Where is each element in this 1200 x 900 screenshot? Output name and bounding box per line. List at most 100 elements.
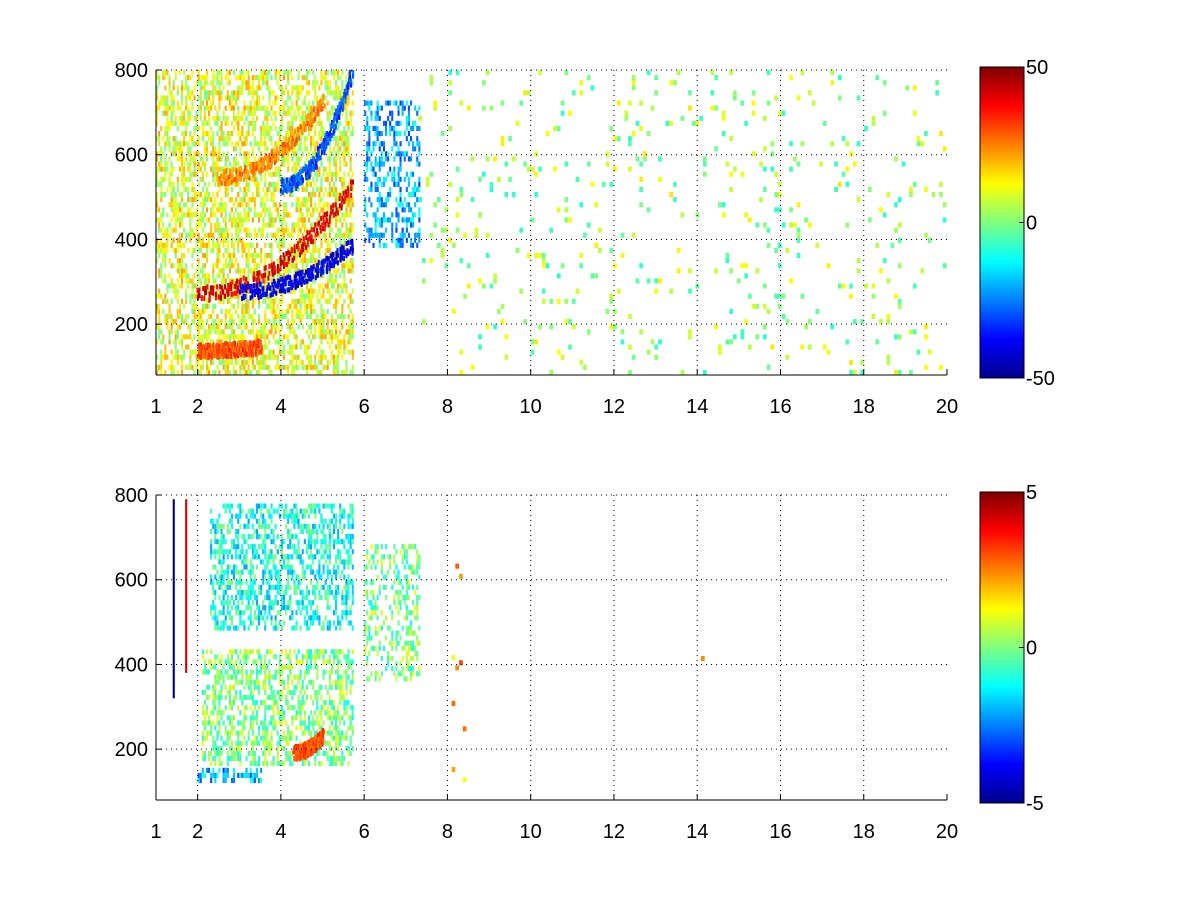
- heatmap-cell: [349, 263, 352, 269]
- heatmap-cell: [714, 75, 718, 81]
- heatmap-cell: [191, 232, 194, 238]
- heatmap-cell: [301, 197, 304, 203]
- heatmap-cell: [416, 242, 419, 248]
- heatmap-cell: [830, 80, 835, 86]
- heatmap-cell: [262, 288, 265, 294]
- heatmap-cell: [193, 95, 196, 101]
- heatmap-cell: [310, 364, 313, 370]
- heatmap-cell: [193, 85, 196, 91]
- heatmap-cell: [255, 181, 258, 187]
- heatmap-cell: [226, 151, 229, 157]
- heatmap-cell: [239, 212, 242, 218]
- heatmap-cell: [339, 293, 342, 299]
- heatmap-cell: [322, 314, 325, 320]
- heatmap-cell: [302, 166, 305, 172]
- heatmap-cell: [624, 115, 629, 121]
- heatmap-cell: [197, 258, 200, 264]
- heatmap-cell: [270, 303, 273, 309]
- heatmap-cell: [228, 268, 231, 274]
- heatmap-cell: [297, 237, 300, 243]
- heatmap-cell: [239, 186, 242, 192]
- heatmap-cell: [270, 181, 273, 187]
- heatmap-cell: [243, 303, 246, 309]
- heatmap-cell: [312, 166, 315, 172]
- heatmap-cell: [164, 146, 167, 152]
- heatmap-cell: [310, 359, 313, 365]
- heatmap-cell: [345, 161, 348, 167]
- heatmap-cell: [924, 186, 928, 192]
- heatmap-cell: [264, 265, 267, 271]
- heatmap-cell: [349, 179, 352, 185]
- heatmap-cell: [349, 70, 352, 74]
- heatmap-cell: [168, 364, 171, 370]
- heatmap-cell: [321, 259, 324, 265]
- heatmap-cell: [289, 141, 292, 147]
- heatmap-cell: [251, 90, 254, 96]
- heatmap-cell: [220, 125, 223, 131]
- heatmap-cell: [249, 341, 252, 347]
- heatmap-cell: [316, 369, 319, 375]
- heatmap-cell: [347, 334, 350, 340]
- heatmap-cell: [237, 237, 240, 243]
- heatmap-cell: [285, 288, 288, 294]
- heatmap-cell: [195, 314, 198, 320]
- heatmap-cell: [265, 288, 268, 294]
- heatmap-cell: [226, 90, 229, 96]
- heatmap-cell: [238, 279, 241, 285]
- heatmap-cell: [412, 242, 415, 248]
- heatmap-cell: [272, 217, 275, 223]
- heatmap-cell: [258, 212, 261, 218]
- heatmap-cell: [549, 369, 554, 375]
- heatmap-cell: [344, 93, 347, 99]
- heatmap-cell: [867, 186, 872, 192]
- heatmap-cell: [267, 275, 270, 281]
- heatmap-cell: [232, 166, 235, 172]
- heatmap-cell: [303, 247, 306, 253]
- heatmap-cell: [264, 152, 267, 158]
- heatmap-cell: [220, 278, 223, 284]
- heatmap-cell: [305, 181, 308, 187]
- heatmap-cell: [650, 105, 655, 111]
- heatmap-cell: [293, 354, 296, 360]
- heatmap-cell: [343, 171, 346, 177]
- heatmap-cell: [251, 197, 254, 203]
- heatmap-cell: [308, 324, 311, 330]
- heatmap-cell: [253, 207, 256, 213]
- heatmap-cell: [230, 351, 233, 357]
- heatmap-cell: [222, 136, 225, 142]
- heatmap-cell: [220, 227, 223, 233]
- heatmap-cell: [181, 253, 184, 259]
- heatmap-cell: [285, 147, 288, 153]
- heatmap-cell: [269, 286, 272, 292]
- heatmap-cell: [312, 186, 315, 192]
- heatmap-cell: [459, 369, 464, 375]
- heatmap-cell: [308, 170, 311, 176]
- heatmap-cell: [287, 281, 290, 287]
- heatmap-cell: [335, 217, 338, 223]
- heatmap-cell: [282, 146, 285, 152]
- heatmap-cell: [504, 334, 509, 340]
- heatmap-cell: [256, 161, 259, 167]
- heatmap-cell: [287, 144, 290, 150]
- heatmap-cell: [222, 85, 225, 91]
- heatmap-cell: [156, 364, 159, 370]
- heatmap-cell: [718, 344, 722, 350]
- heatmap-cell: [204, 342, 207, 348]
- heatmap-cell: [172, 369, 175, 375]
- heatmap-cell: [297, 280, 300, 286]
- heatmap-cell: [841, 136, 846, 142]
- heatmap-cell: [515, 247, 520, 253]
- heatmap-cell: [247, 308, 250, 314]
- heatmap-cell: [564, 161, 569, 167]
- heatmap-cell: [316, 141, 319, 147]
- heatmap-cell: [264, 105, 267, 111]
- heatmap-cell: [323, 226, 326, 232]
- heatmap-cell: [299, 131, 302, 137]
- heatmap-cell: [166, 242, 169, 248]
- heatmap-cell: [249, 167, 252, 173]
- heatmap-cell: [191, 253, 194, 259]
- heatmap-cell: [158, 181, 161, 187]
- heatmap-cell: [515, 120, 520, 126]
- heatmap-cell: [181, 90, 184, 96]
- heatmap-cell: [366, 166, 369, 172]
